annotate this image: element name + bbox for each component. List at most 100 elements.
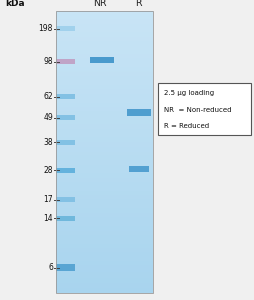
Bar bbox=[56, 221, 152, 222]
Bar bbox=[56, 266, 152, 267]
Bar bbox=[56, 252, 152, 253]
Bar bbox=[56, 283, 152, 284]
Bar bbox=[56, 222, 152, 223]
Bar bbox=[56, 103, 152, 104]
Bar bbox=[56, 160, 152, 161]
Bar bbox=[56, 93, 152, 94]
Bar bbox=[56, 27, 152, 28]
Bar bbox=[56, 80, 152, 81]
Bar bbox=[56, 115, 75, 120]
Bar bbox=[56, 210, 152, 211]
Bar bbox=[56, 121, 152, 122]
Bar bbox=[56, 161, 152, 162]
Bar bbox=[56, 41, 152, 43]
Bar bbox=[56, 141, 152, 142]
Bar bbox=[56, 209, 152, 210]
Bar bbox=[56, 75, 152, 76]
Bar bbox=[56, 175, 152, 176]
Bar bbox=[56, 94, 75, 99]
Bar bbox=[56, 39, 152, 40]
Bar bbox=[56, 87, 152, 88]
Bar bbox=[56, 19, 152, 20]
Bar bbox=[56, 67, 152, 68]
Bar bbox=[56, 99, 152, 100]
Bar bbox=[56, 78, 152, 79]
Bar bbox=[56, 15, 152, 16]
Bar bbox=[56, 33, 152, 34]
Bar bbox=[56, 232, 152, 233]
Bar bbox=[56, 52, 152, 53]
Bar bbox=[56, 118, 152, 119]
Bar bbox=[56, 142, 152, 143]
Text: 98: 98 bbox=[43, 57, 53, 66]
Bar bbox=[56, 40, 152, 41]
Bar bbox=[56, 38, 152, 39]
Bar bbox=[56, 196, 152, 198]
Bar bbox=[56, 112, 152, 113]
Text: 2.5 μg loading: 2.5 μg loading bbox=[163, 90, 213, 96]
Bar bbox=[56, 44, 152, 45]
Text: 49: 49 bbox=[43, 113, 53, 122]
Bar bbox=[56, 29, 152, 30]
Bar bbox=[56, 207, 152, 208]
Bar bbox=[56, 134, 152, 135]
Bar bbox=[56, 203, 152, 204]
Bar bbox=[56, 166, 152, 167]
Bar bbox=[56, 68, 152, 69]
Bar bbox=[56, 71, 152, 72]
Bar bbox=[56, 48, 152, 49]
Bar bbox=[56, 205, 152, 206]
Bar bbox=[56, 149, 152, 150]
Bar bbox=[56, 155, 152, 156]
Bar bbox=[56, 274, 152, 276]
Bar bbox=[56, 171, 152, 172]
Bar bbox=[56, 227, 152, 228]
Bar bbox=[56, 159, 152, 160]
Bar bbox=[56, 17, 152, 18]
Bar bbox=[56, 28, 152, 29]
Bar bbox=[56, 152, 152, 153]
Bar bbox=[56, 36, 152, 37]
Bar bbox=[56, 289, 152, 290]
Bar bbox=[56, 124, 152, 125]
Bar bbox=[56, 176, 152, 177]
Bar bbox=[56, 130, 152, 131]
Bar bbox=[56, 277, 152, 278]
Bar bbox=[56, 164, 152, 165]
Text: 14: 14 bbox=[43, 214, 53, 223]
Bar bbox=[56, 98, 152, 99]
Bar bbox=[56, 182, 152, 184]
Bar bbox=[56, 272, 152, 273]
Bar bbox=[56, 70, 152, 71]
Bar bbox=[56, 235, 152, 236]
Bar bbox=[56, 179, 152, 180]
Bar bbox=[56, 214, 152, 215]
Bar bbox=[56, 216, 75, 221]
Bar bbox=[56, 84, 152, 85]
Bar bbox=[56, 194, 152, 195]
Bar bbox=[56, 216, 152, 217]
Bar bbox=[56, 60, 152, 61]
Bar bbox=[56, 113, 152, 114]
Bar bbox=[56, 111, 152, 112]
Bar bbox=[56, 188, 152, 189]
Bar bbox=[56, 148, 152, 149]
Bar bbox=[56, 251, 152, 252]
Bar bbox=[56, 146, 152, 147]
Bar bbox=[56, 199, 152, 200]
Bar bbox=[56, 269, 152, 270]
Bar bbox=[56, 242, 152, 243]
Bar bbox=[56, 193, 152, 194]
Bar bbox=[56, 197, 75, 202]
Bar bbox=[56, 26, 75, 31]
Bar bbox=[56, 280, 152, 281]
Bar bbox=[56, 102, 152, 103]
Bar bbox=[56, 62, 152, 63]
Bar bbox=[56, 92, 152, 93]
Bar bbox=[56, 46, 152, 47]
Bar bbox=[56, 18, 152, 19]
Bar bbox=[56, 256, 152, 257]
Bar bbox=[56, 56, 152, 57]
Bar bbox=[56, 145, 152, 146]
Bar bbox=[56, 185, 152, 186]
